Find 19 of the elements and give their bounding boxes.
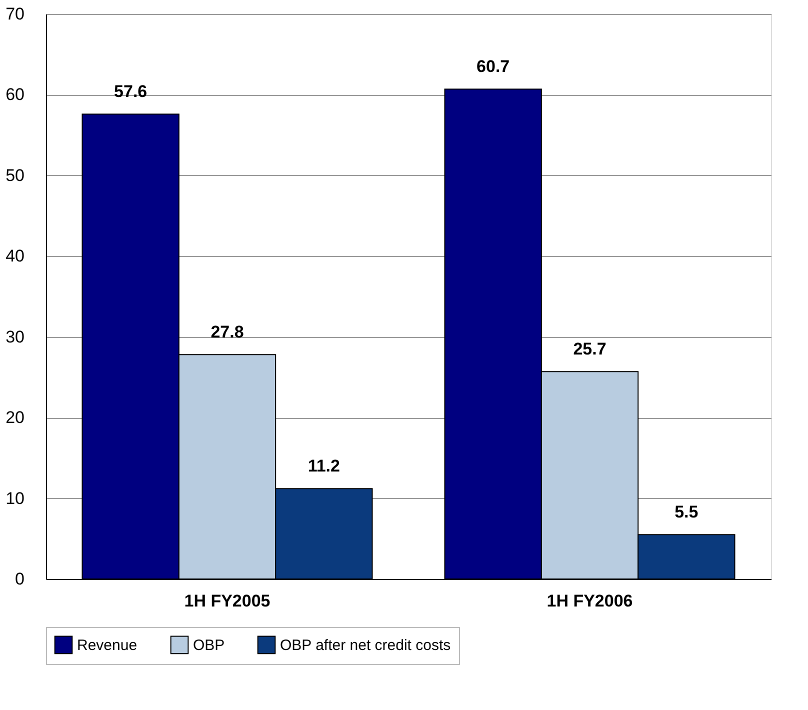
data-label: 11.2: [308, 456, 340, 476]
x-tick-label: 1H FY2005: [184, 592, 270, 610]
y-tick-label: 40: [6, 246, 24, 266]
x-tick-label: 1H FY2006: [546, 592, 633, 610]
data-label: 27.8: [210, 322, 244, 342]
y-tick-label: 0: [15, 570, 24, 588]
data-label: 5.5: [674, 502, 698, 522]
y-tick-label: 20: [6, 408, 24, 428]
y-tick-label: 50: [6, 166, 24, 185]
legend-label: Revenue: [77, 636, 138, 654]
data-label: 57.6: [114, 82, 148, 102]
y-tick-label: 30: [6, 327, 24, 346]
legend-label: OBP after net credit costs: [280, 636, 451, 654]
legend-label: OBP: [193, 636, 225, 654]
data-label: 25.7: [573, 340, 606, 359]
y-tick-label: 70: [6, 4, 24, 24]
data-label: 60.7: [476, 57, 510, 76]
y-tick-label: 60: [6, 85, 24, 104]
y-tick-label: 10: [6, 488, 24, 508]
